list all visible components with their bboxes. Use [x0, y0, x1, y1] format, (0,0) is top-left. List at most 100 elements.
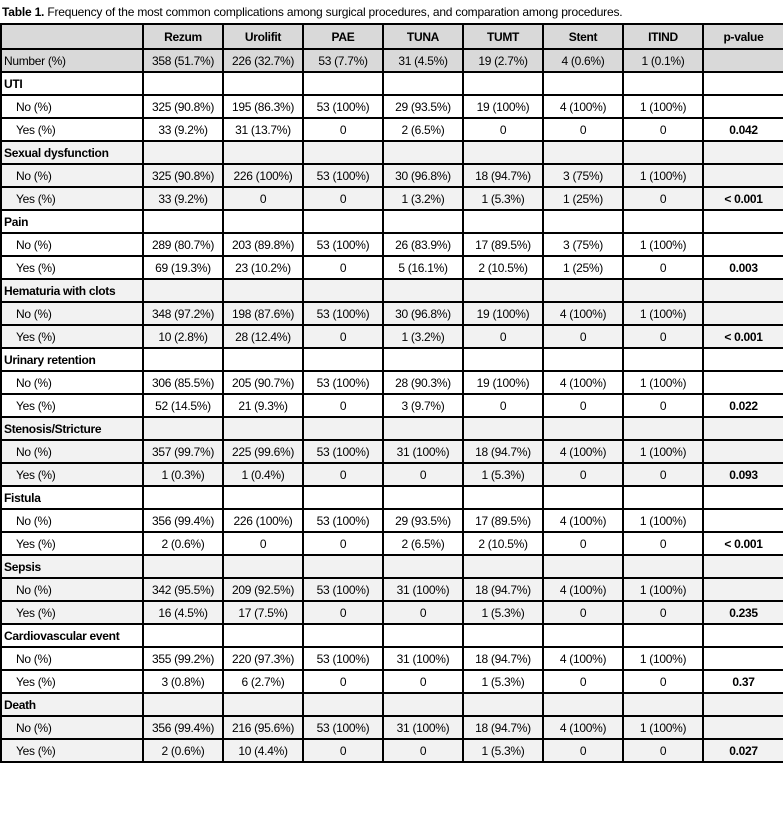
table-cell	[702, 232, 783, 257]
table-number: Table 1.	[2, 5, 45, 19]
table-cell	[302, 71, 384, 96]
table-cell: 17 (89.5%)	[462, 508, 544, 533]
table-cell: 1 (100%)	[622, 577, 704, 602]
table-cell	[542, 140, 624, 165]
table-cell	[702, 577, 783, 602]
table-cell	[702, 347, 783, 372]
p-value-cell: 0.027	[702, 738, 783, 763]
table-cell: 1 (100%)	[622, 646, 704, 671]
table-cell: 53 (100%)	[302, 232, 384, 257]
table-cell: 4 (100%)	[542, 370, 624, 395]
table-cell	[702, 508, 783, 533]
table-cell	[222, 485, 304, 510]
table-cell: 0	[542, 738, 624, 763]
category-label: Sexual dysfunction	[0, 140, 144, 165]
row-label: No (%)	[0, 232, 144, 257]
table-cell	[622, 692, 704, 717]
table-cell: 33 (9.2%)	[142, 186, 224, 211]
table-cell: 4 (100%)	[542, 439, 624, 464]
table-cell	[302, 485, 384, 510]
table-cell: 0	[542, 669, 624, 694]
table-cell	[622, 485, 704, 510]
yes-row: Yes (%) 2 (0.6%) 0 0 2 (6.5%) 2 (10.5%) 0 0 < 0.…	[0, 531, 783, 556]
category-row: Hematuria with clots	[0, 278, 783, 303]
category-label: Cardiovascular event	[0, 623, 144, 648]
table-cell: 0	[302, 117, 384, 142]
table-cell	[142, 416, 224, 441]
table-cell	[622, 623, 704, 648]
table-cell: 0	[302, 393, 384, 418]
table-cell	[702, 140, 783, 165]
table-cell: 342 (95.5%)	[142, 577, 224, 602]
table-cell: 6 (2.7%)	[222, 669, 304, 694]
category-label: UTI	[0, 71, 144, 96]
table-cell: 2 (0.6%)	[142, 531, 224, 556]
table-cell	[542, 71, 624, 96]
table-cell	[622, 278, 704, 303]
column-header: PAE	[302, 23, 384, 50]
table-cell	[542, 416, 624, 441]
table-cell: 4 (100%)	[542, 715, 624, 740]
category-row: Sepsis	[0, 554, 783, 579]
table-cell	[382, 278, 464, 303]
table-cell: 306 (85.5%)	[142, 370, 224, 395]
row-label: Yes (%)	[0, 117, 144, 142]
yes-row: Yes (%) 33 (9.2%) 0 0 1 (3.2%) 1 (5.3%) 1 (25%…	[0, 186, 783, 211]
p-value-cell: 0.093	[702, 462, 783, 487]
table-cell: 325 (90.8%)	[142, 94, 224, 119]
table-cell	[542, 209, 624, 234]
table-cell: 0	[542, 600, 624, 625]
table-cell: 33 (9.2%)	[142, 117, 224, 142]
table-cell: 1 (5.3%)	[462, 600, 544, 625]
column-header: Rezum	[142, 23, 224, 50]
table-cell: 3 (9.7%)	[382, 393, 464, 418]
table-cell: 0	[622, 324, 704, 349]
row-label: Yes (%)	[0, 531, 144, 556]
table-cell	[302, 140, 384, 165]
p-value-cell: < 0.001	[702, 186, 783, 211]
no-row: No (%) 325 (90.8%) 226 (100%) 53 (100%) 30 (…	[0, 163, 783, 188]
table-cell: 21 (9.3%)	[222, 393, 304, 418]
table-cell	[542, 347, 624, 372]
table-cell: 18 (94.7%)	[462, 439, 544, 464]
table-cell	[462, 71, 544, 96]
table-cell: 216 (95.6%)	[222, 715, 304, 740]
p-value-cell: 0.235	[702, 600, 783, 625]
table-cell	[702, 439, 783, 464]
table-cell	[622, 347, 704, 372]
table-cell: 19 (2.7%)	[462, 48, 544, 73]
table-cell	[542, 623, 624, 648]
category-label: Hematuria with clots	[0, 278, 144, 303]
table-cell: 19 (100%)	[462, 370, 544, 395]
table-cell	[542, 278, 624, 303]
no-row: No (%) 355 (99.2%) 220 (97.3%) 53 (100%) 31 …	[0, 646, 783, 671]
column-header: p-value	[702, 23, 783, 50]
table-cell	[462, 692, 544, 717]
category-row: Pain	[0, 209, 783, 234]
table-cell	[702, 301, 783, 326]
table-cell: 30 (96.8%)	[382, 163, 464, 188]
category-row: UTI	[0, 71, 783, 96]
table-cell: 2 (6.5%)	[382, 117, 464, 142]
table-cell: 348 (97.2%)	[142, 301, 224, 326]
table-cell: 3 (75%)	[542, 232, 624, 257]
table-cell: 198 (87.6%)	[222, 301, 304, 326]
table-cell	[302, 554, 384, 579]
table-cell: 1 (100%)	[622, 94, 704, 119]
table-cell	[142, 623, 224, 648]
table-cell: 1 (3.2%)	[382, 324, 464, 349]
table-cell	[702, 646, 783, 671]
table-cell: 0	[622, 738, 704, 763]
p-value-cell: 0.37	[702, 669, 783, 694]
table-cell: 0	[302, 186, 384, 211]
table-cell: 357 (99.7%)	[142, 439, 224, 464]
table-cell	[462, 209, 544, 234]
table-cell: 1 (100%)	[622, 370, 704, 395]
table-cell	[302, 692, 384, 717]
table-cell: 1 (0.1%)	[622, 48, 704, 73]
complications-table: Rezum Urolifit PAE TUNA TUMT Stent ITIND p-valu…	[0, 23, 783, 763]
table-cell	[222, 209, 304, 234]
table-cell: 0	[382, 738, 464, 763]
table-cell	[702, 692, 783, 717]
row-label: No (%)	[0, 439, 144, 464]
